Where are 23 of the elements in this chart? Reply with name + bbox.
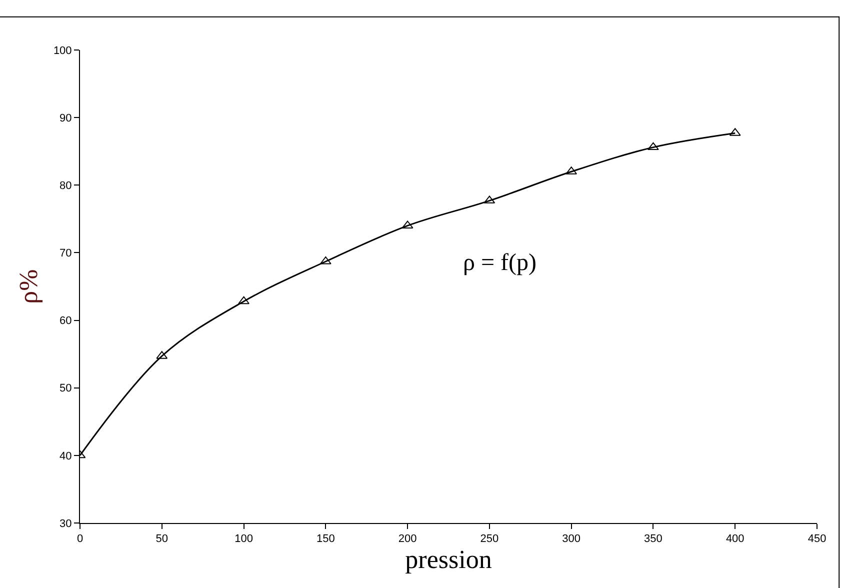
y-tick-label: 40 bbox=[60, 450, 72, 462]
x-tick-label: 200 bbox=[398, 533, 417, 546]
x-tick-label: 450 bbox=[808, 533, 826, 546]
x-tick-label: 150 bbox=[316, 533, 335, 546]
y-tick-label: 100 bbox=[53, 44, 72, 57]
x-tick-label: 0 bbox=[76, 533, 84, 546]
x-axis-title: pression bbox=[405, 545, 492, 574]
y-tick-label: 60 bbox=[60, 315, 72, 328]
point bbox=[238, 296, 250, 304]
y-tick-label: 30 bbox=[60, 518, 72, 530]
y-tick-label: 90 bbox=[60, 112, 72, 124]
x-tick-label: 50 bbox=[156, 533, 168, 546]
x-tick-label: 350 bbox=[644, 533, 662, 546]
x-tick-label: 250 bbox=[480, 533, 499, 546]
point bbox=[648, 142, 659, 150]
x-tick-label: 300 bbox=[562, 533, 581, 546]
annotation: ρ = f(p) bbox=[463, 250, 536, 276]
x-tick-label: 400 bbox=[726, 533, 744, 546]
y-tick-label: 50 bbox=[60, 382, 72, 395]
y-axis-title: ρ% bbox=[14, 269, 43, 304]
x-tick-label: 100 bbox=[234, 533, 253, 546]
y-tick-label: 70 bbox=[60, 248, 72, 260]
y-tick-label: 80 bbox=[60, 180, 72, 192]
